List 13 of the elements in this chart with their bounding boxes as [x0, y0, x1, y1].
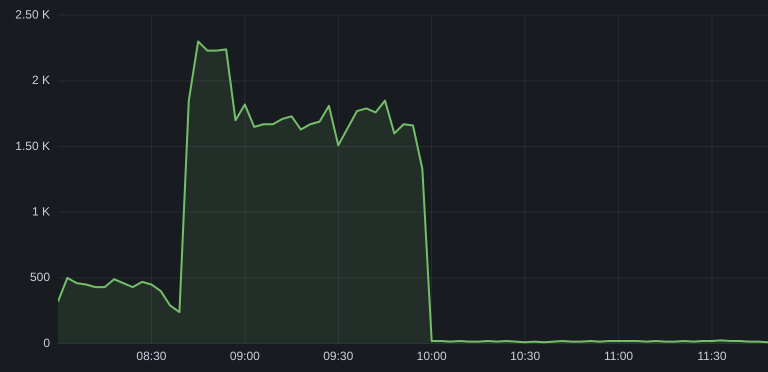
x-tick-label: 11:00 [604, 349, 634, 364]
y-tick-label: 2.50 K [15, 8, 50, 22]
x-tick-label: 11:30 [697, 349, 727, 364]
x-tick-label: 08:30 [136, 349, 167, 364]
x-tick-label: 09:00 [230, 349, 260, 364]
x-tick-label: 10:30 [510, 349, 540, 364]
y-tick-label: 1 K [32, 204, 50, 219]
x-tick-label: 09:30 [323, 349, 354, 364]
y-tick-label: 0 [43, 336, 50, 350]
y-tick-label: 500 [30, 270, 50, 284]
y-tick-label: 2 K [32, 73, 50, 88]
y-tick-label: 1.50 K [15, 138, 50, 153]
x-tick-label: 10:00 [416, 349, 448, 364]
